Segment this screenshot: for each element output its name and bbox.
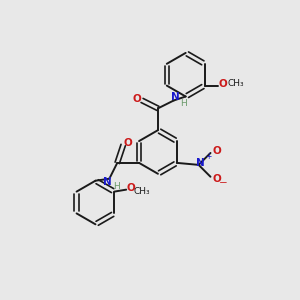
Text: O: O — [133, 94, 142, 104]
Text: +: + — [205, 152, 212, 161]
Text: O: O — [219, 79, 228, 88]
Text: O: O — [212, 174, 221, 184]
Text: N: N — [103, 177, 112, 187]
Text: CH₃: CH₃ — [134, 187, 150, 196]
Text: O: O — [124, 138, 133, 148]
Text: −: − — [219, 178, 228, 188]
Text: O: O — [127, 183, 136, 193]
Text: H: H — [113, 182, 120, 191]
Text: N: N — [171, 92, 180, 103]
Text: N: N — [196, 158, 205, 168]
Text: O: O — [212, 146, 221, 156]
Text: CH₃: CH₃ — [228, 79, 244, 88]
Text: H: H — [180, 99, 187, 108]
